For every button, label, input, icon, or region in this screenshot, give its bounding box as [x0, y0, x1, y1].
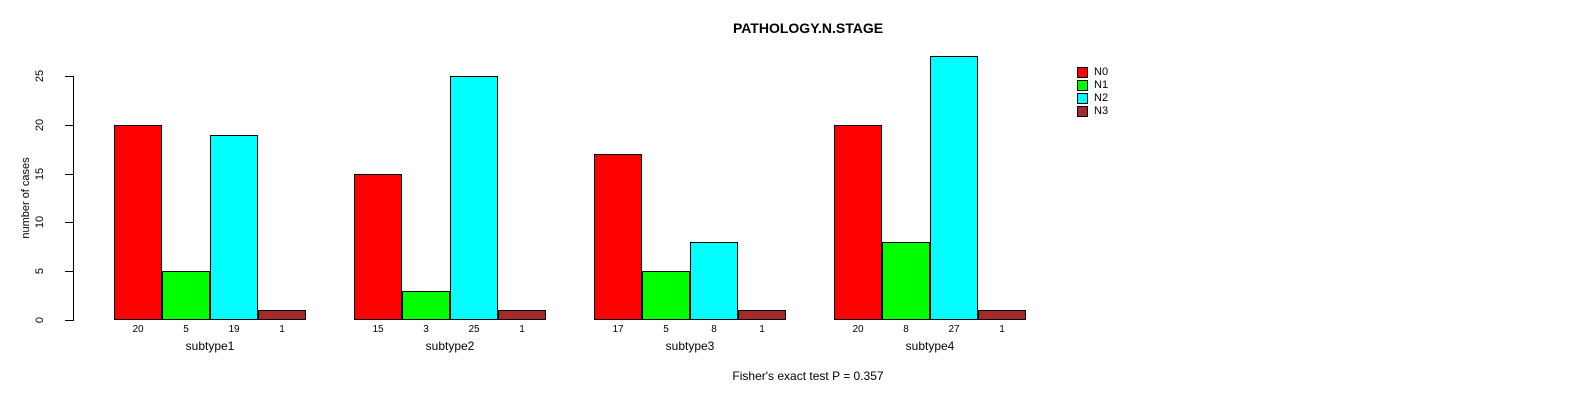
- legend-swatch-N2: [1077, 93, 1088, 104]
- legend-swatch-N0: [1077, 67, 1088, 78]
- legend-swatch-N1: [1077, 80, 1088, 91]
- bar-N0-subtype2: [354, 174, 402, 320]
- bar-value-label: 8: [903, 324, 909, 335]
- fisher-test-annotation: Fisher's exact test P = 0.357: [732, 369, 884, 383]
- y-tick-label: 20: [34, 118, 46, 131]
- bar-N3-subtype2: [498, 310, 546, 320]
- y-tick-label: 0: [34, 316, 46, 324]
- bar-N2-subtype4: [930, 56, 978, 320]
- legend-swatch-N3: [1077, 106, 1088, 117]
- legend-label: N1: [1094, 79, 1109, 91]
- bar-N3-subtype4: [978, 310, 1026, 320]
- y-tick-label: 5: [34, 268, 46, 275]
- chart-title: PATHOLOGY.N.STAGE: [732, 20, 884, 36]
- y-axis-tick: [65, 271, 73, 273]
- y-axis-tick: [65, 124, 73, 126]
- bar-value-label: 20: [852, 324, 864, 335]
- bar-value-label: 15: [372, 324, 384, 335]
- y-axis-tick: [65, 173, 73, 175]
- bar-N1-subtype2: [402, 291, 450, 320]
- bar-N1-subtype4: [882, 242, 930, 320]
- bar-value-label: 1: [279, 324, 285, 335]
- y-tick-label: 10: [34, 216, 46, 229]
- x-category-label: subtype1: [185, 339, 235, 353]
- legend-label: N0: [1094, 66, 1109, 78]
- bar-value-label: 3: [423, 324, 429, 335]
- x-category-label: subtype4: [905, 339, 955, 353]
- x-category-label: subtype3: [665, 339, 715, 353]
- bar-N1-subtype1: [162, 271, 210, 320]
- bar-N1-subtype3: [642, 271, 690, 320]
- bar-value-label: 17: [612, 324, 624, 335]
- bar-value-label: 20: [132, 324, 144, 335]
- y-axis-line: [73, 76, 74, 321]
- y-axis-tick: [65, 320, 73, 321]
- bar-value-label: 1: [519, 324, 525, 335]
- bar-N2-subtype2: [450, 76, 498, 320]
- legend-item-N2: N2: [1077, 92, 1108, 105]
- bar-N2-subtype3: [690, 242, 738, 320]
- y-tick-label: 15: [34, 167, 46, 180]
- bar-value-label: 5: [183, 324, 189, 335]
- legend-item-N0: N0: [1077, 66, 1108, 79]
- legend-item-N3: N3: [1077, 105, 1108, 118]
- bar-value-label: 25: [468, 324, 480, 335]
- bar-value-label: 8: [711, 324, 717, 335]
- bar-value-label: 1: [999, 324, 1005, 335]
- y-axis-tick: [65, 222, 73, 224]
- y-axis-tick: [65, 76, 73, 77]
- bar-value-label: 5: [663, 324, 669, 335]
- bar-N2-subtype1: [210, 135, 258, 320]
- bar-N3-subtype1: [258, 310, 306, 320]
- x-category-label: subtype2: [425, 339, 475, 353]
- bar-N0-subtype4: [834, 125, 882, 320]
- bar-value-label: 19: [228, 324, 240, 335]
- bar-value-label: 27: [948, 324, 960, 335]
- bar-N3-subtype3: [738, 310, 786, 320]
- legend-item-N1: N1: [1077, 79, 1108, 92]
- bar-N0-subtype3: [594, 154, 642, 320]
- legend-label: N3: [1094, 105, 1109, 117]
- y-tick-label: 25: [34, 69, 46, 83]
- y-axis-label: number of cases: [20, 157, 32, 239]
- bar-N0-subtype1: [114, 125, 162, 320]
- legend-label: N2: [1094, 92, 1109, 104]
- bar-value-label: 1: [759, 324, 765, 335]
